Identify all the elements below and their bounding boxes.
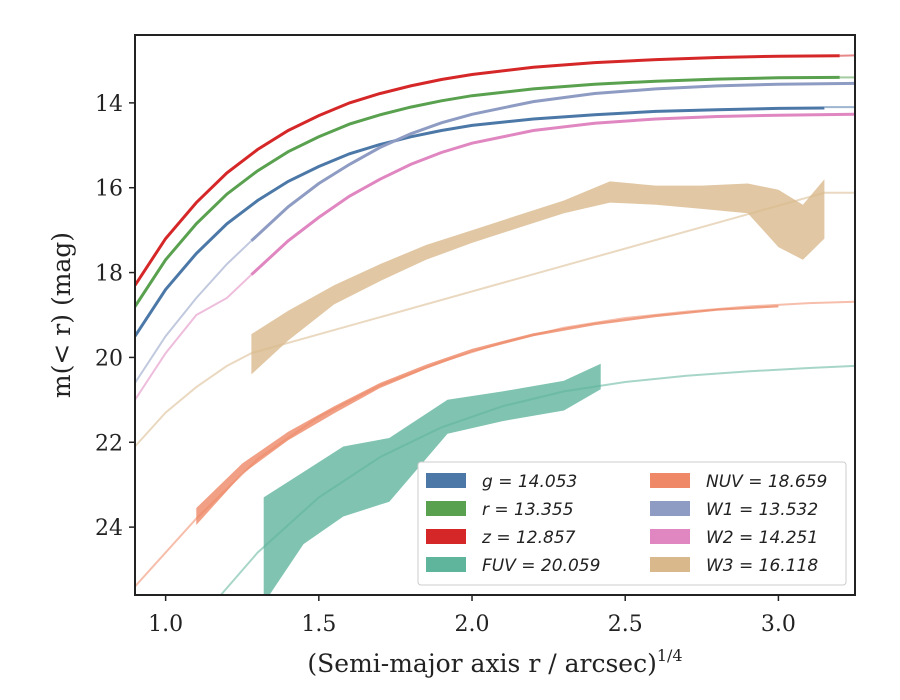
legend-label-fuv: FUV = 20.059 [482,556,600,576]
x-tick-label: 1.0 [148,612,183,637]
legend-swatch-nuv [650,473,690,488]
w1-data-line [250,81,855,242]
legend-swatch-fuv [426,557,466,572]
y-tick-label: 18 [95,262,123,287]
legend-swatch-w2 [650,529,690,544]
legend-label-w1: W1 = 13.532 [706,500,818,520]
fuv-model-line [220,364,855,595]
axes-ticks: 1.0 1.5 2.0 2.5 3.0 14 16 18 20 22 24 [95,92,796,637]
x-axis-title: (Semi-major axis r / arcsec)1/4 [307,646,682,678]
w3-model-line [135,191,855,448]
legend-swatch-r [426,501,466,516]
nuv-model-line [135,300,855,588]
legend-label-nuv: NUV = 18.659 [706,472,827,492]
legend-swatch-g [426,473,466,488]
w1-model-line [135,240,253,384]
x-tick-label: 1.5 [301,612,336,637]
x-tick-label: 3.0 [761,612,796,637]
legend-swatch-z [426,529,466,544]
y-tick-label: 14 [95,92,123,117]
legend-label-w2: W2 = 14.251 [706,528,818,548]
r-data-line [135,75,840,308]
y-axis-title: m(< r) (mag) [47,232,76,398]
plot-area [135,54,855,595]
z-data-line [135,54,840,287]
legend: g = 14.053 r = 13.355 z = 12.857 FUV = 20.0… [417,461,847,586]
legend-box [417,461,847,586]
x-tick-label: 2.5 [608,612,643,637]
legend-label-g: g = 14.053 [482,472,577,492]
legend-label-w3: W3 = 16.118 [706,556,818,576]
y-tick-label: 22 [95,431,123,456]
legend-swatch-w3 [650,557,690,572]
y-tick-label: 20 [95,346,123,371]
legend-label-r: r = 13.355 [482,500,574,520]
plot-frame [134,34,856,596]
legend-swatch-w1 [650,501,690,516]
y-tick-label: 16 [95,177,123,202]
w3-band [251,179,825,375]
fuv-band [263,363,601,595]
legend-label-z: z = 12.857 [481,528,576,548]
y-tick-label: 24 [95,516,123,541]
w2-data-line [250,112,855,276]
w2-model-line [135,273,253,401]
x-tick-label: 2.0 [455,612,490,637]
x-axis-title-superscript: 1/4 [657,646,683,665]
